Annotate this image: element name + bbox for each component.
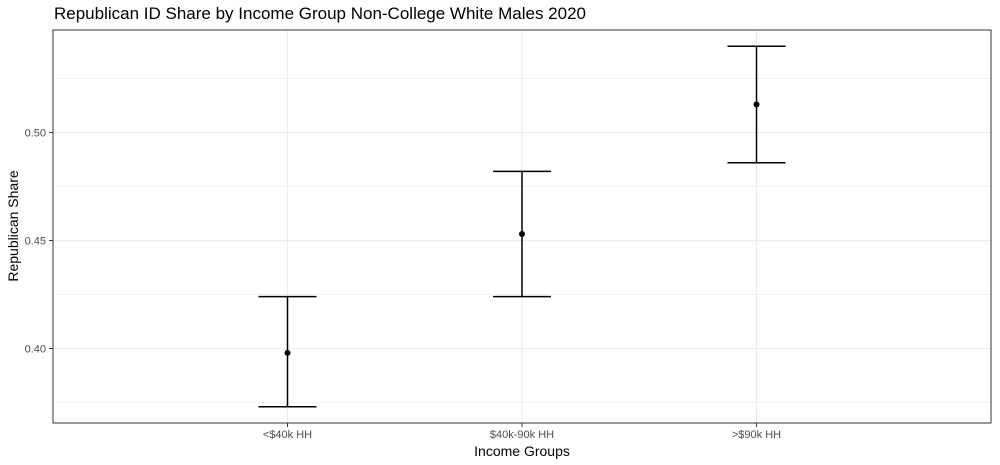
chart-title: Republican ID Share by Income Group Non-… (54, 4, 586, 23)
y-tick-label-1: 0.45 (25, 236, 46, 248)
y-axis-title: Republican Share (5, 170, 21, 282)
y-tick-label-0: 0.40 (25, 344, 46, 356)
marks-layer (258, 45, 786, 408)
x-tick-label-0: <$40k HH (263, 429, 312, 441)
y-axis: 0.40 0.45 0.50 (25, 128, 53, 356)
x-tick-label-1: $40k-90k HH (490, 429, 554, 441)
data-point-2 (753, 101, 760, 108)
x-tick-label-2: >$90k HH (732, 429, 781, 441)
data-point-1 (519, 231, 525, 238)
data-point-0 (284, 349, 291, 356)
y-tick-label-2: 0.50 (25, 128, 46, 140)
x-axis-title: Income Groups (474, 443, 570, 459)
x-axis: <$40k HH $40k-90k HH >$90k HH (263, 423, 781, 441)
